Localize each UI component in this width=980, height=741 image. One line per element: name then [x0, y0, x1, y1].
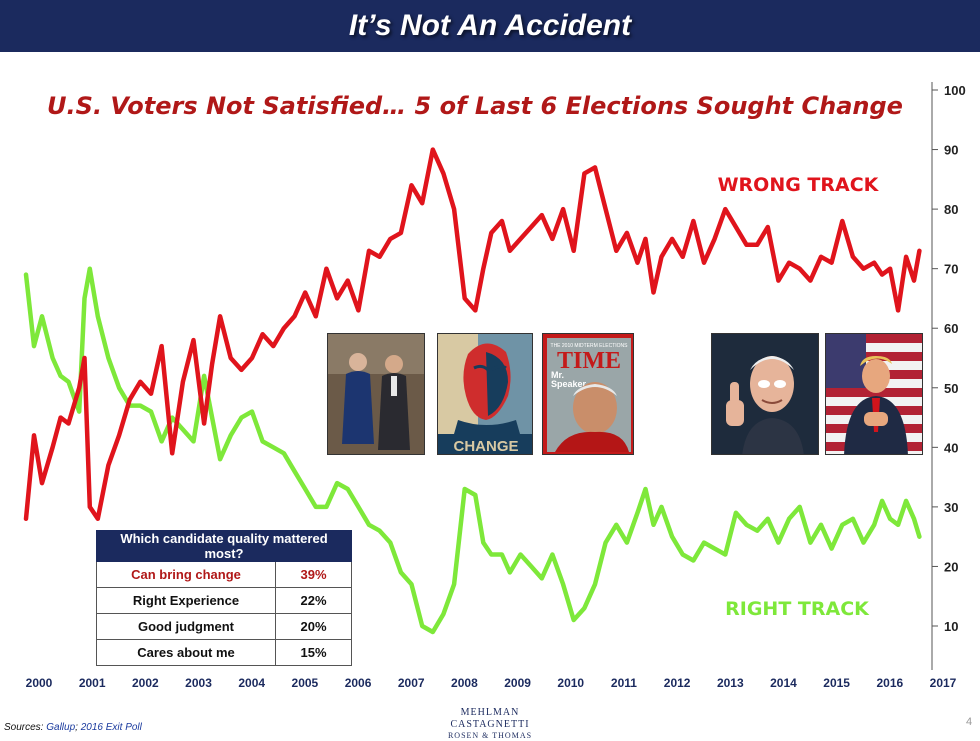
photo-politicians-walking: [327, 333, 425, 455]
y-tick-label: 90: [944, 143, 958, 158]
x-tick-label: 2017: [930, 676, 957, 690]
x-tick-label: 2010: [557, 676, 584, 690]
x-tick-label: 2001: [79, 676, 106, 690]
y-tick-label: 70: [944, 262, 958, 277]
x-tick-label: 2000: [26, 676, 53, 690]
sources-note: Sources: Gallup; 2016 Exit Poll: [4, 722, 142, 733]
y-tick-label: 10: [944, 619, 958, 634]
y-tick-label: 40: [944, 440, 958, 455]
x-tick-label: 2007: [398, 676, 425, 690]
table-row: Can bring change 39%: [96, 561, 352, 588]
time-headline-1: Mr.: [551, 370, 564, 380]
sources-separator: ;: [75, 722, 78, 733]
photo-time-cover: THE 2010 MIDTERM ELECTIONS TIME Mr. Spea…: [542, 333, 634, 455]
pct-cell: 15%: [275, 639, 352, 666]
series-layer: [23, 147, 922, 635]
y-tick-label: 20: [944, 559, 958, 574]
x-tick-label: 2008: [451, 676, 478, 690]
pct-cell: 22%: [275, 587, 352, 614]
right-track-line: [23, 266, 922, 635]
candidate-quality-table: Which candidate quality mattered most? C…: [96, 530, 352, 666]
sources-label: Sources:: [4, 722, 44, 733]
time-masthead: TIME: [557, 348, 621, 374]
table-row: Right Experience 22%: [96, 587, 352, 614]
x-tick-label: 2002: [132, 676, 159, 690]
table-row: Cares about me 15%: [96, 639, 352, 666]
x-tick-label: 2012: [664, 676, 691, 690]
exit-poll-link[interactable]: 2016 Exit Poll: [80, 722, 142, 733]
change-caption: CHANGE: [453, 438, 518, 455]
x-tick-label: 2003: [185, 676, 212, 690]
logo-line-1: MEHLMAN CASTAGNETTI: [450, 707, 530, 730]
x-tick-label: 2014: [770, 676, 797, 690]
y-tick-label: 100: [944, 83, 966, 98]
x-tick-label: 2004: [238, 676, 265, 690]
pct-cell: 39%: [275, 561, 352, 588]
x-tick-label: 2005: [292, 676, 319, 690]
x-axis: 2000 2001 2002 2003 2004 2005 2006 2007 2008 2009…: [26, 676, 957, 690]
wrong-track-line: [23, 147, 922, 522]
x-tick-label: 2009: [504, 676, 531, 690]
y-axis: 10 20 30 40 50 60 70 80 90 100: [931, 82, 966, 670]
quality-cell: Cares about me: [96, 639, 276, 666]
y-tick-label: 30: [944, 500, 958, 515]
table-row: Good judgment 20%: [96, 613, 352, 640]
time-headline-2: Speaker: [551, 379, 587, 389]
x-tick-label: 2006: [345, 676, 372, 690]
photo-change-poster: CHANGE: [437, 333, 533, 455]
x-tick-label: 2016: [876, 676, 903, 690]
slide-title: It’s Not An Accident: [348, 9, 632, 42]
quality-cell: Good judgment: [96, 613, 276, 640]
x-tick-label: 2015: [823, 676, 850, 690]
photo-flag-speaker: [825, 333, 923, 455]
chart-title: U.S. Voters Not Satisfied… 5 of Last 6 E…: [47, 92, 903, 120]
y-tick-label: 50: [944, 381, 958, 396]
page-number: 4: [966, 716, 973, 728]
logo-line-2: ROSEN & THOMAS: [447, 731, 533, 740]
table-header: Which candidate quality mattered most?: [96, 530, 352, 562]
photo-thumbs-up: [711, 333, 819, 455]
pct-cell: 20%: [275, 613, 352, 640]
gallup-link[interactable]: Gallup: [46, 722, 76, 733]
y-tick-label: 60: [944, 321, 958, 336]
x-tick-label: 2013: [717, 676, 744, 690]
wrong-track-label: WRONG TRACK: [718, 174, 880, 196]
x-tick-label: 2011: [611, 676, 637, 690]
right-track-label: RIGHT TRACK: [725, 598, 870, 620]
header-bar: It’s Not An Accident: [0, 0, 980, 52]
y-tick-label: 80: [944, 202, 958, 217]
firm-logo: MEHLMAN CASTAGNETTI ROSEN & THOMAS: [420, 707, 560, 741]
quality-cell: Can bring change: [96, 561, 276, 588]
time-banner: THE 2010 MIDTERM ELECTIONS: [551, 343, 629, 349]
quality-cell: Right Experience: [96, 587, 276, 614]
